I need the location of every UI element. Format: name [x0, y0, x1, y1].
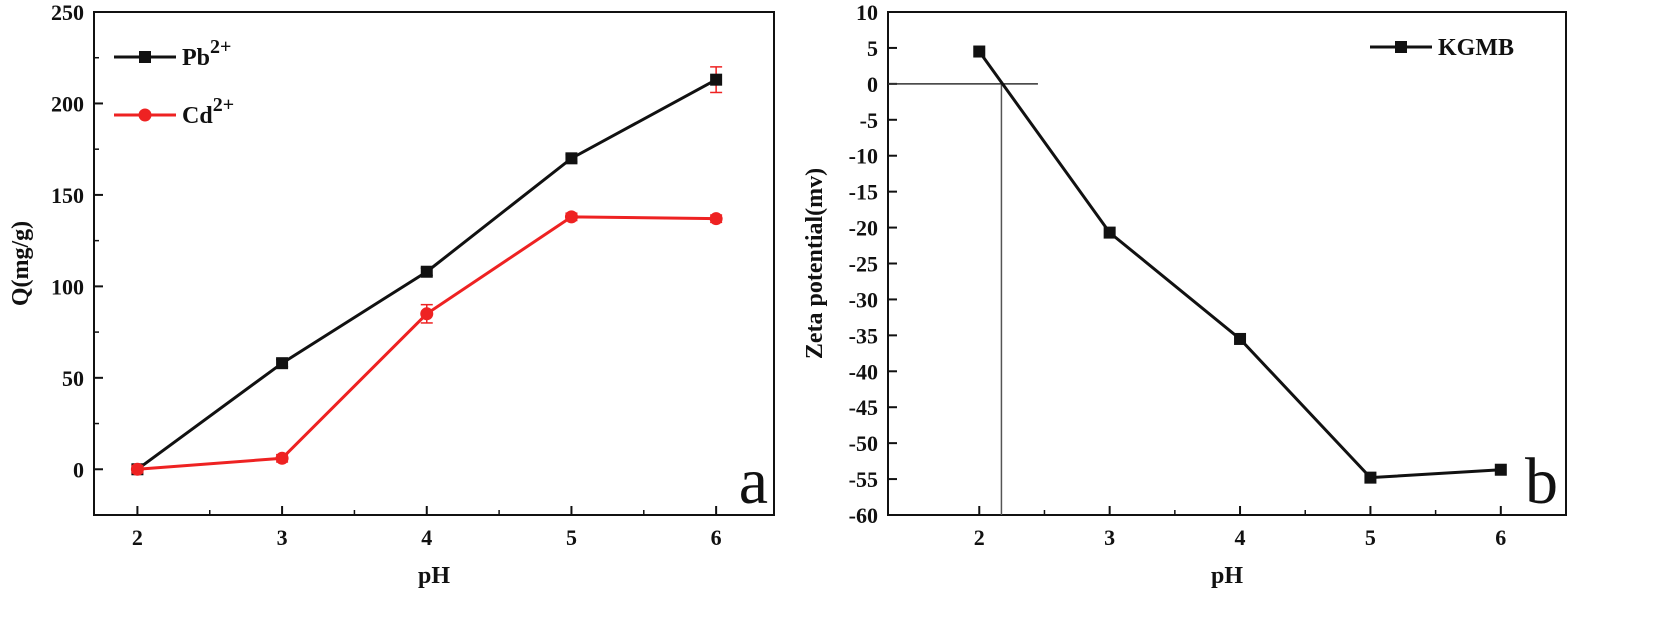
- panel-b-y-tick-label: -50: [849, 431, 878, 456]
- panel-a-plot-frame: [93, 11, 775, 516]
- panel-b-y-tick-label: -35: [849, 323, 878, 348]
- panel-b-legend-marker: [1395, 41, 1407, 53]
- panel-b-x-tick-label: 4: [1235, 525, 1246, 550]
- panel-b-y-tick-label: -15: [849, 180, 878, 205]
- panel-b-y-tick-label: -45: [849, 395, 878, 420]
- panel-b-data-point-square: [1103, 226, 1116, 239]
- panel-b-x-tick-label: 5: [1365, 525, 1376, 550]
- panel-a-y-tick-label: 200: [51, 91, 84, 116]
- panel-b-y-tick-label: -25: [849, 252, 878, 277]
- panel-a-y-tick-label: 0: [73, 457, 84, 482]
- panel-a-x-tick-label: 5: [566, 525, 577, 550]
- panel-b-y-tick-label: -5: [860, 108, 878, 133]
- panel-b-x-axis-label: pH: [1211, 563, 1243, 589]
- panel-a-legend-marker: [138, 108, 152, 122]
- panel-a-x-tick-label: 2: [132, 525, 143, 550]
- panel-b-y-tick-label: -20: [849, 216, 878, 241]
- panel-b-data-point-square: [1364, 471, 1377, 484]
- panel-a-panel-letter: a: [739, 445, 768, 518]
- panel-b-x-tick-label: 6: [1495, 525, 1506, 550]
- panel-b-legend-label: KGMB: [1438, 35, 1514, 61]
- panel-a-data-point-circle: [275, 451, 289, 465]
- panel-a-data-point-square: [276, 357, 289, 370]
- panel-a-data-point-square: [565, 152, 578, 165]
- panel-b-y-tick-label: 5: [867, 36, 878, 61]
- panel-b-y-tick-label: -30: [849, 287, 878, 312]
- panel-a-x-tick-label: 6: [711, 525, 722, 550]
- panel-b-x-tick-label: 3: [1104, 525, 1115, 550]
- panel-b-y-axis-label: Zeta potential(mv): [802, 168, 828, 359]
- panel-a-legend-label: Pb2+: [182, 36, 231, 71]
- panel-b-y-tick-label: 10: [856, 0, 878, 25]
- panel-a-data-point-circle: [564, 210, 578, 224]
- panel-a-x-axis-label: pH: [418, 563, 450, 589]
- panel-b-series-line: [978, 50, 1501, 480]
- panel-a-legend-label: Cd2+: [182, 94, 234, 129]
- panel-b-x-tick-label: 2: [974, 525, 985, 550]
- panel-a-y-axis-label: Q(mg/g): [8, 221, 34, 306]
- panel-b-data-point-square: [973, 45, 986, 58]
- panel-b-y-tick-label: -40: [849, 359, 878, 384]
- panel-a-data-point-circle: [130, 462, 144, 476]
- panel-a-data-point-circle: [709, 212, 723, 226]
- panel-a-data-point-circle: [420, 307, 434, 321]
- panel-a-y-tick-label: 50: [62, 366, 84, 391]
- panel-b-chart: 2 3 4 5 6 10 5 0 -5 -10 -15 -20 -25 -30 -35 -40 -45 -50 -5…: [802, 0, 1567, 589]
- panel-b-y-tick-label: -55: [849, 467, 878, 492]
- panel-b-y-tick-label: -60: [849, 503, 878, 528]
- panel-b-data-point-square: [1234, 332, 1247, 345]
- panel-a-chart: 2 3 4 5 6 0 50 100 150 200 250 pH Q(mg/g) Pb2+ Cd2+ a: [8, 0, 775, 589]
- panel-a-series-line: [137, 215, 717, 471]
- panel-a-data-point-square: [420, 265, 433, 278]
- panel-a-y-tick-label: 150: [51, 183, 84, 208]
- panel-a-data-point-square: [710, 73, 723, 86]
- panel-a-x-tick-label: 4: [421, 525, 432, 550]
- panel-a-y-tick-label: 100: [51, 274, 84, 299]
- panel-b-panel-letter: b: [1525, 445, 1558, 518]
- panel-b-y-tick-label: 0: [867, 72, 878, 97]
- panel-b-plot-frame: [887, 11, 1567, 516]
- panel-a-x-tick-label: 3: [277, 525, 288, 550]
- panel-a-y-tick-label: 250: [51, 0, 84, 25]
- panel-a-legend-marker: [139, 51, 151, 63]
- panel-b-data-point-square: [1494, 463, 1507, 476]
- panel-b-y-tick-label: -10: [849, 144, 878, 169]
